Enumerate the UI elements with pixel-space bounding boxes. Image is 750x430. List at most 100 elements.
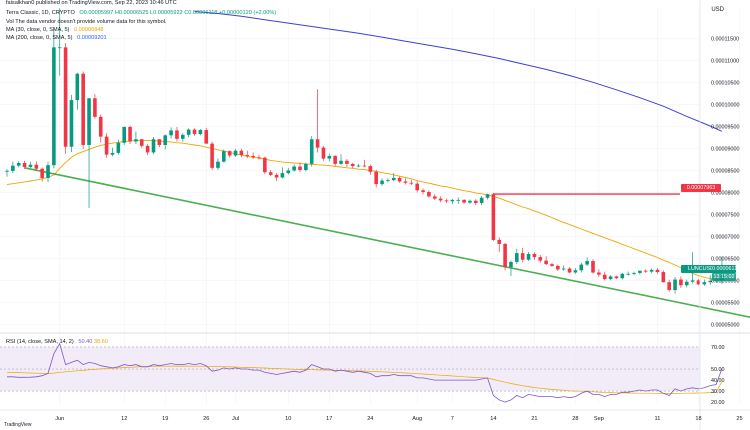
candle-body [491, 194, 496, 240]
high-value: H0.00006525 [114, 10, 149, 16]
candle-body [391, 177, 396, 181]
candle-body [52, 47, 56, 166]
candle-body [456, 199, 461, 201]
candle-body [567, 268, 572, 273]
candle-body [128, 126, 132, 142]
time-tick-label: 11 [655, 416, 661, 422]
time-tick-label: 10 [285, 416, 291, 422]
candle-body [556, 265, 560, 270]
candle-body [345, 160, 349, 164]
candle-body [561, 268, 566, 270]
candle-body [87, 98, 91, 145]
candle-body [81, 73, 85, 145]
candle-body [585, 261, 589, 265]
candle-body [427, 192, 431, 197]
candle-body [40, 168, 44, 178]
candle-body [110, 152, 115, 155]
candle-body [5, 170, 9, 172]
time-tick-label: 26 [203, 416, 209, 422]
candle-body [573, 270, 578, 273]
price-tick-label: 0.00010500 [711, 81, 739, 87]
candle-body [479, 197, 484, 204]
ma30-line [6, 140, 722, 281]
candle-body [403, 181, 408, 183]
currency-label: USD [711, 7, 724, 13]
ma30-path [6, 140, 722, 281]
candle-body [321, 147, 326, 159]
symbol-title[interactable]: Terra Classic, 1D, CRYPTO [6, 10, 75, 16]
last-price-value: 0.00006118 [712, 265, 741, 273]
candle-body [134, 139, 138, 142]
candle-body [157, 139, 162, 145]
price-tick-label: 0.00006500 [711, 256, 739, 262]
time-tick-label: 12 [121, 416, 127, 422]
candle-body [46, 165, 50, 178]
candle-body [608, 276, 613, 280]
candle-body [268, 172, 273, 175]
candle-body [75, 73, 80, 101]
candle-body [122, 126, 126, 143]
candle-body [28, 164, 33, 167]
candle-body [485, 194, 490, 198]
price-tick-label: 0.00008000 [711, 190, 739, 196]
time-tick-label: 7 [451, 416, 454, 422]
candle-body [579, 264, 584, 271]
candle-body [450, 199, 455, 202]
candle-body [350, 163, 355, 167]
time-tick-label: Jul [232, 416, 239, 422]
rsi-path [7, 342, 723, 403]
candle-body [620, 273, 625, 279]
ma30-legend[interactable]: MA (30, close, 0, SMA, 5) 0.00006848 [6, 27, 104, 33]
candle-body [34, 164, 39, 169]
last-price-tag: LUNCUSD [681, 265, 721, 273]
price-tick-label: 0.00005500 [711, 300, 739, 306]
time-tick-label: 21 [531, 416, 537, 422]
candle-body [304, 163, 308, 171]
candle-body [550, 264, 554, 266]
candle-body [468, 200, 472, 203]
candle-body [614, 276, 619, 279]
candle-body [509, 261, 513, 268]
price-tick-label: 0.00009500 [711, 125, 739, 131]
candle-body [690, 280, 695, 282]
time-tick-label: 28 [572, 416, 578, 422]
candle-body [286, 170, 291, 174]
candle-body [57, 47, 62, 49]
candle-body [309, 139, 314, 164]
candle-body [438, 198, 443, 201]
low-value: L0.00005922 [150, 10, 183, 16]
ma200-value: 0.00009201 [77, 35, 107, 41]
candle-body [151, 139, 156, 153]
rsi-tick-label: 40.00 [711, 378, 725, 384]
support-trendline[interactable] [24, 167, 750, 318]
candle-body [374, 171, 378, 185]
price-tick-label: 0.00005000 [711, 322, 739, 328]
tradingview-logo[interactable]: TradingView [4, 422, 32, 428]
candle-body [22, 162, 27, 167]
ma200-legend[interactable]: MA (200, close, 0, SMA, 5) 0.00009201 [6, 35, 107, 41]
candle-body [591, 261, 595, 273]
candle-body [198, 130, 203, 134]
candle-body [175, 130, 179, 139]
time-tick-label: Aug [412, 416, 422, 422]
candle-body [368, 166, 373, 172]
candle-body [362, 165, 367, 167]
candle-body [239, 150, 244, 156]
candle-body [233, 150, 238, 156]
candle-body [673, 279, 677, 291]
candle-body [116, 142, 121, 153]
candle-body [696, 280, 701, 285]
last-symbol: LUNCUSD [687, 266, 715, 272]
candle-body [11, 165, 15, 171]
candle-body [315, 139, 320, 148]
support-line[interactable] [24, 167, 750, 318]
candle-body [397, 177, 402, 182]
candle-body [684, 281, 689, 286]
candle-body [104, 136, 109, 155]
rsi-tick-label: 20.00 [711, 400, 725, 406]
time-tick-label: 19 [162, 416, 168, 422]
candle-body [263, 157, 267, 173]
rsi-legend[interactable]: RSI (14, close, SMA, 14, 2) 50.40 38.60 [6, 339, 108, 345]
price-tick-label: 0.00009000 [711, 146, 739, 152]
candle-body [520, 253, 525, 260]
